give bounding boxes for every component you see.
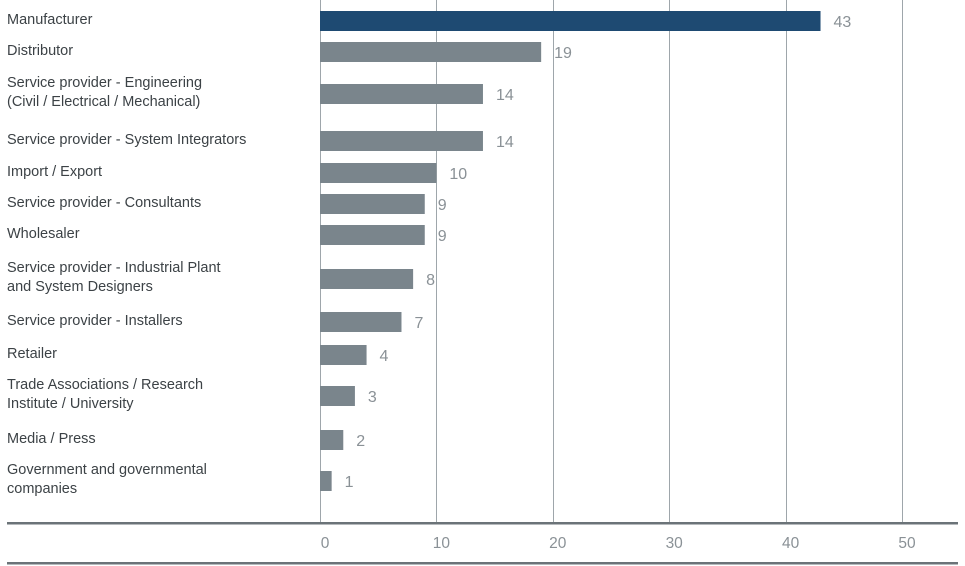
x-tick-label-10: 10 [433, 535, 451, 552]
category-label-3: Service provider - System Integrators [7, 131, 247, 148]
x-axis-line [7, 522, 958, 525]
value-label-3: 14 [496, 134, 514, 151]
x-tick-label-30: 30 [666, 535, 684, 552]
category-label-8: Service provider - Installers [7, 312, 183, 329]
category-label-9: Retailer [7, 345, 57, 362]
x-tick-label-50: 50 [898, 535, 916, 552]
bar-12 [320, 471, 332, 491]
value-label-7: 8 [426, 272, 435, 289]
value-label-12: 1 [345, 474, 354, 491]
category-label-6: Wholesaler [7, 225, 80, 242]
bar-8 [320, 312, 402, 332]
value-label-11: 2 [356, 433, 365, 450]
category-label-7: Service provider - Industrial Plant and … [7, 260, 221, 295]
category-label-5: Service provider - Consultants [7, 194, 202, 211]
category-label-4: Import / Export [7, 163, 103, 180]
category-label-0: Manufacturer [7, 11, 93, 28]
value-label-6: 9 [438, 228, 447, 245]
value-label-0: 43 [834, 14, 852, 31]
bar-1 [320, 42, 542, 62]
bar-10 [320, 386, 355, 406]
category-label-2: Service provider - Engineering (Civil / … [7, 75, 203, 110]
bar-5 [320, 194, 425, 214]
category-label-11: Media / Press [7, 430, 96, 447]
bar-9 [320, 345, 367, 365]
value-label-1: 19 [554, 45, 572, 62]
x-axis-bottom-line [7, 562, 958, 565]
value-label-5: 9 [438, 197, 447, 214]
bar-7 [320, 269, 414, 289]
value-label-2: 14 [496, 87, 514, 104]
category-label-1: Distributor [7, 42, 74, 59]
bar-4 [320, 163, 437, 183]
bar-3 [320, 131, 483, 151]
x-tick-label-40: 40 [782, 535, 800, 552]
category-label-12: Government and governmental companies [7, 462, 207, 497]
x-tick-label-0: 0 [321, 535, 330, 552]
bar-2 [320, 84, 483, 104]
bar-0 [320, 11, 821, 31]
bar-11 [320, 430, 344, 450]
value-label-8: 7 [414, 315, 423, 332]
value-label-4: 10 [449, 166, 467, 183]
category-label-10: Trade Associations / Research Institute … [7, 377, 204, 412]
value-label-9: 4 [380, 348, 389, 365]
x-tick-label-20: 20 [549, 535, 567, 552]
value-label-10: 3 [368, 389, 377, 406]
bar-6 [320, 225, 425, 245]
